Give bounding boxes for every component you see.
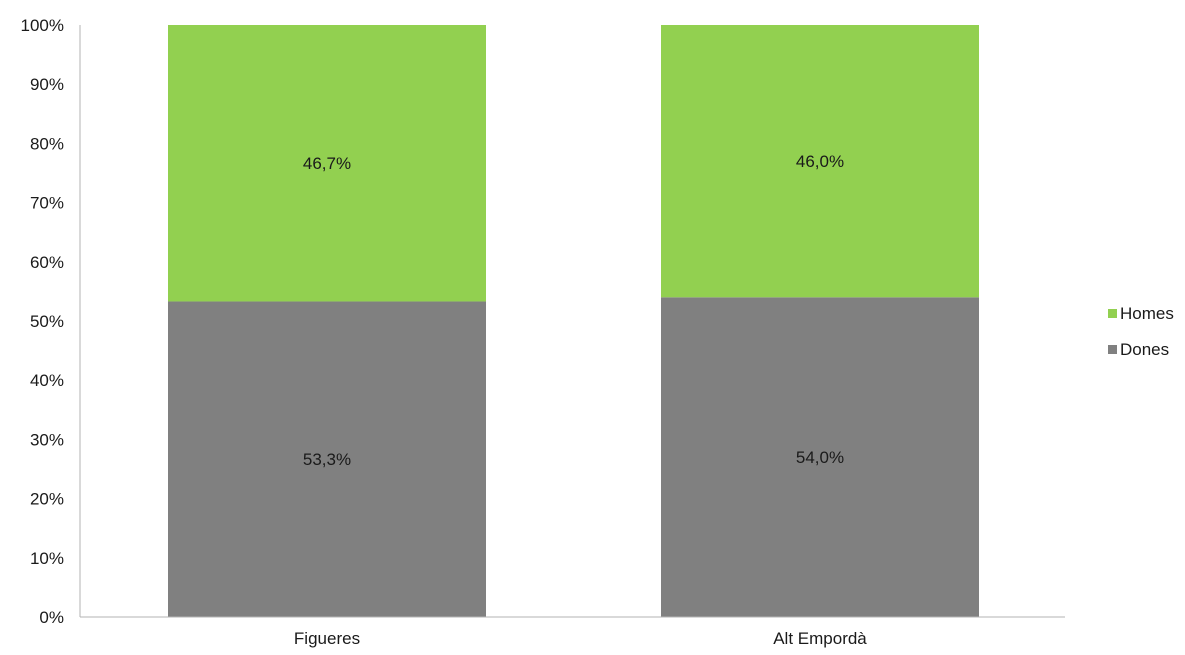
legend-label-dones: Dones (1120, 340, 1169, 359)
bar-segment-dones-1 (661, 297, 979, 617)
data-label: 46,0% (796, 152, 844, 171)
data-label: 46,7% (303, 154, 351, 173)
legend-label-homes: Homes (1120, 304, 1174, 323)
data-labels-group: 53,3% 46,7% 54,0% 46,0% (303, 152, 844, 469)
y-tick-label: 60% (30, 253, 64, 272)
legend-swatch-dones (1108, 345, 1117, 354)
bar-segment-homes-1 (661, 25, 979, 298)
data-label: 54,0% (796, 448, 844, 467)
x-category-label: Figueres (294, 629, 360, 648)
bars-group (168, 25, 979, 617)
bar-segment-homes-0 (168, 25, 486, 302)
y-tick-label: 10% (30, 549, 64, 568)
bar-segment-dones-0 (168, 301, 486, 617)
x-category-label: Alt Empordà (773, 629, 867, 648)
y-tick-label: 40% (30, 371, 64, 390)
data-label: 53,3% (303, 450, 351, 469)
y-tick-label: 100% (21, 16, 64, 35)
y-tick-label: 50% (30, 312, 64, 331)
y-tick-label: 70% (30, 194, 64, 213)
y-axis-ticks: 0% 10% 20% 30% 40% 50% 60% 70% 80% 90% 100% (21, 16, 64, 627)
y-tick-label: 90% (30, 75, 64, 94)
y-tick-label: 20% (30, 490, 64, 509)
y-tick-label: 0% (39, 608, 64, 627)
legend: Homes Dones (1108, 304, 1174, 359)
y-tick-label: 30% (30, 430, 64, 449)
legend-swatch-homes (1108, 309, 1117, 318)
x-axis-categories: Figueres Alt Empordà (294, 629, 867, 648)
y-tick-label: 80% (30, 134, 64, 153)
axes-group (79, 25, 1065, 618)
